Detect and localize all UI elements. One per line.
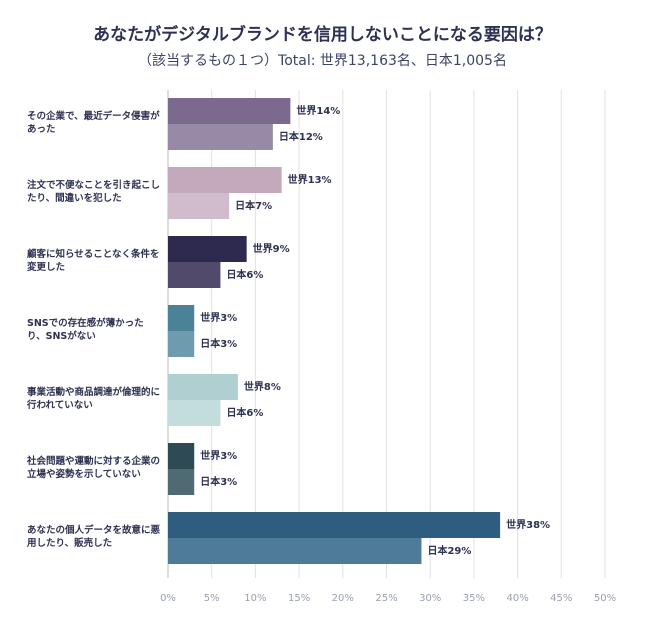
data-label: 日本3% xyxy=(200,337,237,350)
x-tick-label: 35% xyxy=(463,593,485,604)
data-label: 日本6% xyxy=(226,406,263,419)
x-tick-label: 10% xyxy=(244,593,266,604)
bar-japan xyxy=(168,469,195,495)
bar-japan xyxy=(168,262,221,288)
bar-japan xyxy=(168,124,273,150)
bar-world xyxy=(168,374,238,400)
data-label: 世界9% xyxy=(253,242,290,255)
chart-title: あなたがデジタルブランドを信用しないことになる要因は？ xyxy=(93,25,552,45)
x-tick-label: 30% xyxy=(419,593,441,604)
bar-world xyxy=(168,512,501,538)
data-label: 日本7% xyxy=(235,199,272,212)
data-label: 世界38% xyxy=(506,518,550,531)
category-label: 社会問題や運動に対する企業の立場や姿勢を示していない xyxy=(27,456,161,480)
x-tick-label: 15% xyxy=(288,593,310,604)
chart-subtitle: （該当するもの１つ）Total: 世界13,163名、日本1,005名 xyxy=(138,53,507,69)
x-tick-label: 0% xyxy=(160,593,176,604)
x-tick-label: 5% xyxy=(204,593,220,604)
x-tick-label: 45% xyxy=(550,593,572,604)
category-label: SNSでの存在感が薄かったり、SNSがない xyxy=(27,318,144,342)
data-label: 世界14% xyxy=(296,104,340,117)
bar-world xyxy=(168,305,195,331)
data-label: 世界3% xyxy=(200,311,237,324)
bar-japan xyxy=(168,331,195,357)
data-label: 日本6% xyxy=(226,268,263,281)
category-label: あなたの個人データを故意に悪用したり、販売した xyxy=(27,525,161,549)
bar-japan xyxy=(168,400,221,426)
bar-world xyxy=(168,443,195,469)
bar-world xyxy=(168,167,282,193)
category-label: 注文で不便なことを引き起こしたり、間違いを犯した xyxy=(27,180,161,204)
data-label: 日本12% xyxy=(279,130,323,143)
x-tick-label: 20% xyxy=(332,593,354,604)
data-label: 世界3% xyxy=(200,449,237,462)
bar-japan xyxy=(168,538,422,564)
data-label: 世界13% xyxy=(288,173,332,186)
bar-world xyxy=(168,98,291,124)
category-label: 事業活動や商品調達が倫理的に行われていない xyxy=(27,387,161,411)
data-label: 世界8% xyxy=(244,380,281,393)
x-tick-label: 40% xyxy=(506,593,528,604)
data-label: 日本29% xyxy=(427,544,471,557)
category-label: 顧客に知らせることなく条件を変更した xyxy=(27,249,160,273)
x-tick-label: 25% xyxy=(375,593,397,604)
data-label: 日本3% xyxy=(200,475,237,488)
x-tick-label: 50% xyxy=(594,593,616,604)
bar-world xyxy=(168,236,247,262)
category-label: その企業で、最近データ侵害があった xyxy=(27,111,160,135)
bar-japan xyxy=(168,193,230,219)
